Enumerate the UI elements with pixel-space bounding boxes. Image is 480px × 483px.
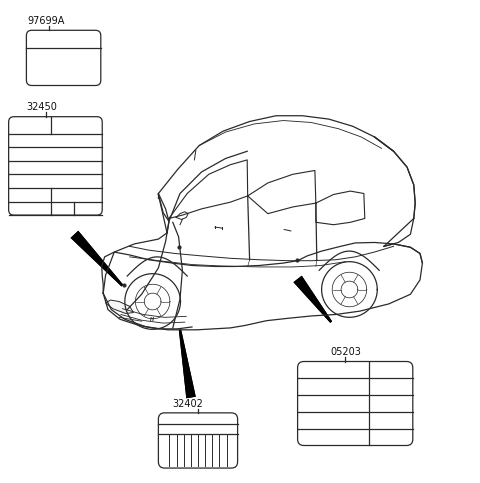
- Polygon shape: [71, 231, 123, 286]
- Polygon shape: [179, 329, 196, 398]
- Text: 32450: 32450: [26, 102, 57, 112]
- Polygon shape: [71, 231, 123, 286]
- Text: 32402: 32402: [172, 398, 203, 409]
- Polygon shape: [106, 300, 133, 313]
- Text: 97699A: 97699A: [28, 15, 65, 26]
- Polygon shape: [179, 329, 196, 398]
- Polygon shape: [293, 276, 332, 323]
- Polygon shape: [293, 276, 332, 323]
- Text: 05203: 05203: [330, 347, 361, 357]
- Text: H: H: [150, 317, 154, 322]
